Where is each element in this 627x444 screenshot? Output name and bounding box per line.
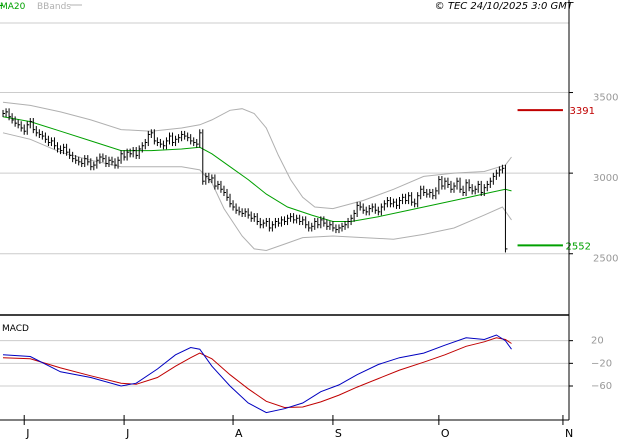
macd-panel-title: MACD (2, 324, 29, 334)
legend-bbands: BBands (37, 2, 71, 12)
x-tick-label: J (25, 427, 29, 440)
grid-lines (0, 22, 569, 387)
resistance-label: 3391 (569, 106, 594, 117)
copyright-label: © TEC 24/10/2025 3:0 GMT (435, 1, 574, 12)
price-tick-label: 2500 (593, 254, 618, 265)
support-label: 2552 (565, 241, 590, 252)
x-tick-label: S (335, 427, 342, 440)
x-tick-label: N (565, 427, 573, 440)
macd-line (2, 334, 512, 414)
price-tick-label: 3000 (593, 173, 618, 184)
legend-ma20: MA20 (0, 2, 26, 12)
axis-ticks: 2500 3000 3500 20 −20 −60 J J A S O N (23, 92, 618, 440)
price-levels: 3391 2552 (517, 106, 595, 252)
macd-tick-label: −20 (591, 358, 612, 369)
ma20-path (2, 116, 512, 222)
price-bars (2, 108, 508, 253)
ma20-line (2, 116, 512, 222)
x-tick-label: J (125, 427, 129, 440)
macd-tick-label: −60 (591, 381, 612, 392)
bollinger-bands (2, 101, 512, 252)
x-tick-label: A (235, 427, 243, 440)
macd-signal-line (2, 337, 512, 409)
macd-lines (2, 334, 512, 414)
bb-lower-line (2, 132, 512, 252)
price-tick-label: 3500 (593, 93, 618, 104)
bb-upper-line (2, 101, 512, 210)
axes (0, 0, 570, 421)
macd-tick-label: 20 (591, 336, 604, 347)
x-tick-label: O (441, 427, 450, 440)
